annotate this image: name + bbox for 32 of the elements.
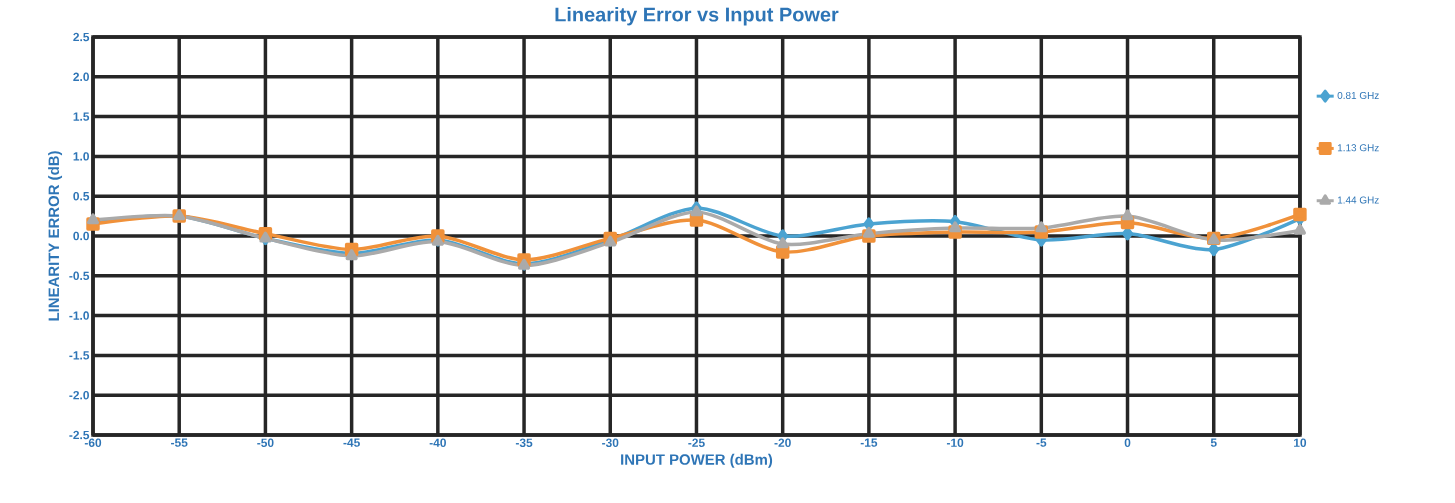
y-tick-label: 2.0 [73, 72, 89, 82]
x-tick-label: -60 [84, 438, 102, 447]
x-tick-label: -25 [688, 438, 705, 447]
y-tick-label: 0.0 [73, 231, 89, 241]
chart-title: Linearity Error vs Input Power [555, 6, 839, 26]
x-tick-label: -45 [343, 438, 360, 447]
y-tick-label: -1.5 [69, 351, 90, 360]
x-axis-title: INPUT POWER (dBm) [621, 453, 773, 468]
x-tick-label: -50 [257, 438, 274, 447]
x-tick-label: -40 [429, 438, 446, 447]
y-tick-label: 1.5 [73, 112, 90, 121]
x-tick-label: 10 [1294, 438, 1307, 447]
legend-label: 1.13 GHz [1337, 144, 1379, 152]
x-tick-label: -5 [1036, 438, 1047, 447]
x-tick-label: -55 [171, 438, 188, 447]
y-tick-label: 0.5 [73, 191, 90, 201]
x-tick-label: -20 [774, 438, 791, 447]
legend-label: 0.81 GHz [1337, 91, 1379, 99]
y-tick-label: -2.5 [69, 430, 90, 440]
y-tick-label: -2.0 [69, 390, 89, 400]
legend-label: 1.44 GHz [1337, 196, 1379, 204]
y-tick-label: -0.5 [69, 271, 90, 281]
y-tick-label: 1.0 [73, 152, 89, 161]
y-tick-label: 2.5 [73, 32, 90, 42]
y-axis-title: LINEARITY ERROR (dB) [48, 151, 63, 321]
x-tick-label: -35 [515, 438, 533, 448]
x-tick-label: -15 [860, 438, 878, 447]
y-tick-label: -1.0 [69, 311, 89, 320]
x-tick-label: 5 [1210, 438, 1217, 447]
x-tick-label: 0 [1124, 438, 1131, 447]
x-tick-label: -10 [946, 438, 964, 447]
x-tick-label: -30 [602, 438, 619, 448]
